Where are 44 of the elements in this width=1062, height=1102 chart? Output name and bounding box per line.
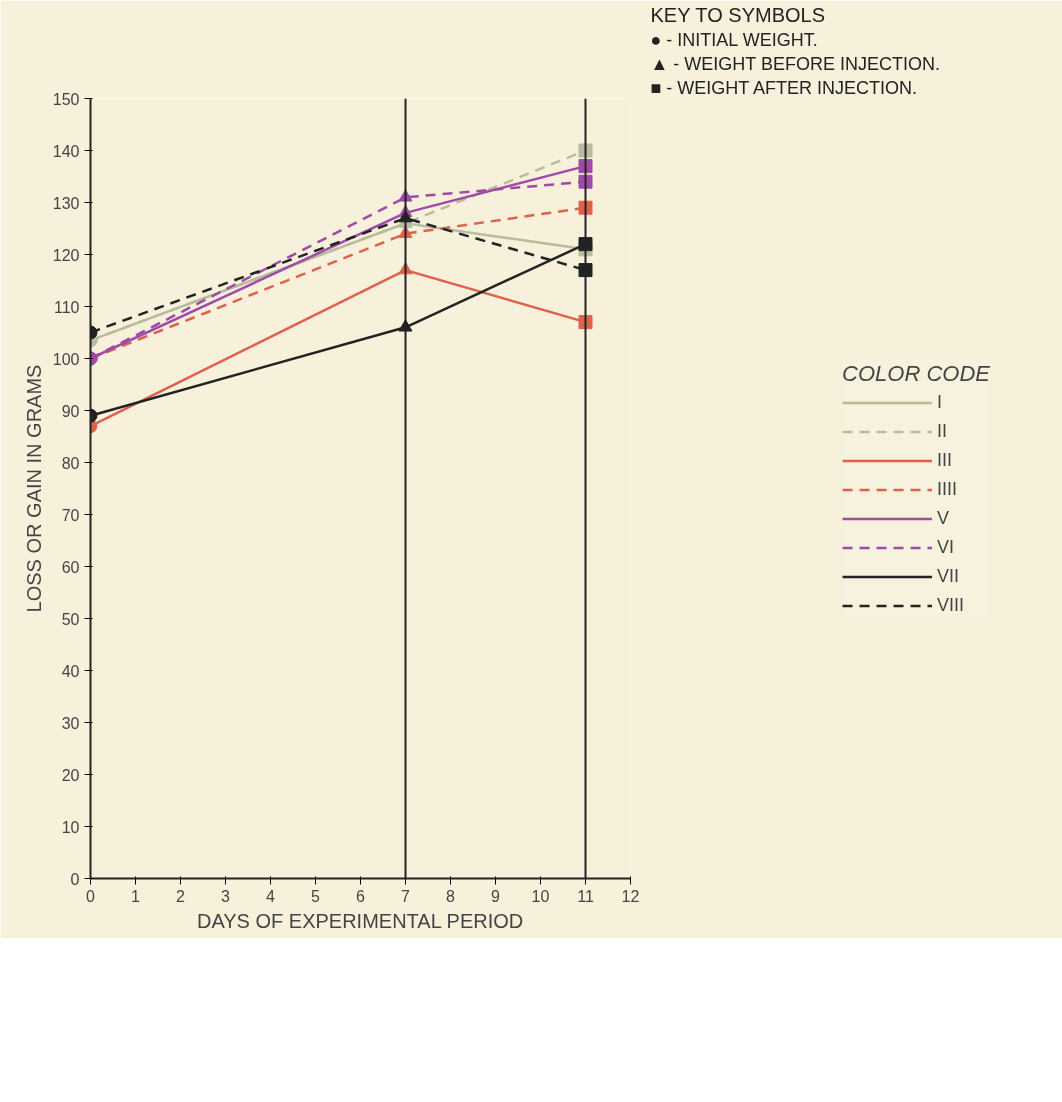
y-tick-label: 10 <box>61 818 80 836</box>
x-tick-label: 10 <box>531 887 550 905</box>
y-tick-label: 130 <box>52 194 80 212</box>
y-tick-label: 20 <box>61 766 80 784</box>
x-tick-label: 3 <box>221 887 231 905</box>
y-tick-label: 30 <box>61 714 80 732</box>
legend-label: I <box>937 391 944 413</box>
x-tick-label: 12 <box>621 887 640 905</box>
y-tick-label: 150 <box>52 90 80 108</box>
y-tick-label: 50 <box>61 610 80 628</box>
y-tick-label: 120 <box>52 246 80 264</box>
text: KEY TO SYMBOLS <box>650 3 826 26</box>
text: ● - INITIAL WEIGHT. <box>650 29 818 50</box>
x-tick-label: 8 <box>446 887 456 905</box>
legend-label: III <box>937 449 954 471</box>
x-tick-label: 11 <box>577 887 594 905</box>
y-tick-label: 60 <box>61 558 80 576</box>
text: ■ - WEIGHT AFTER INJECTION. <box>650 77 918 98</box>
x-tick-label: 0 <box>86 887 96 905</box>
legend-title: COLOR CODE <box>842 360 990 387</box>
x-tick-label: 4 <box>266 887 276 905</box>
x-tick-label: 2 <box>176 887 186 905</box>
x-tick-label: 6 <box>356 887 366 905</box>
y-axis-title: LOSS OR GAIN IN GRAMS <box>22 364 45 613</box>
x-axis-title: DAYS OF EXPERIMENTAL PERIOD <box>196 909 524 932</box>
legend-label: VII <box>937 565 960 587</box>
x-tick-label: 1 <box>131 887 141 905</box>
legend-label: V <box>937 507 951 529</box>
text: ▲ - WEIGHT BEFORE INJECTION. <box>650 53 940 74</box>
x-tick-label: 7 <box>401 887 411 905</box>
y-tick-label: 110 <box>53 298 80 316</box>
x-tick-label: 5 <box>311 887 321 905</box>
legend-label: IIII <box>937 478 958 500</box>
y-tick-label: 70 <box>61 506 80 524</box>
y-tick-label: 100 <box>52 350 80 368</box>
legend-label: II <box>937 420 949 442</box>
legend-label: VIII <box>937 594 965 616</box>
y-tick-label: 90 <box>61 402 80 420</box>
y-tick-label: 40 <box>61 662 80 680</box>
legend-label: VI <box>937 536 956 558</box>
y-tick-label: 140 <box>52 142 80 160</box>
y-tick-label: 80 <box>61 454 80 472</box>
y-tick-label: 0 <box>70 870 80 888</box>
x-tick-label: 9 <box>491 887 501 905</box>
